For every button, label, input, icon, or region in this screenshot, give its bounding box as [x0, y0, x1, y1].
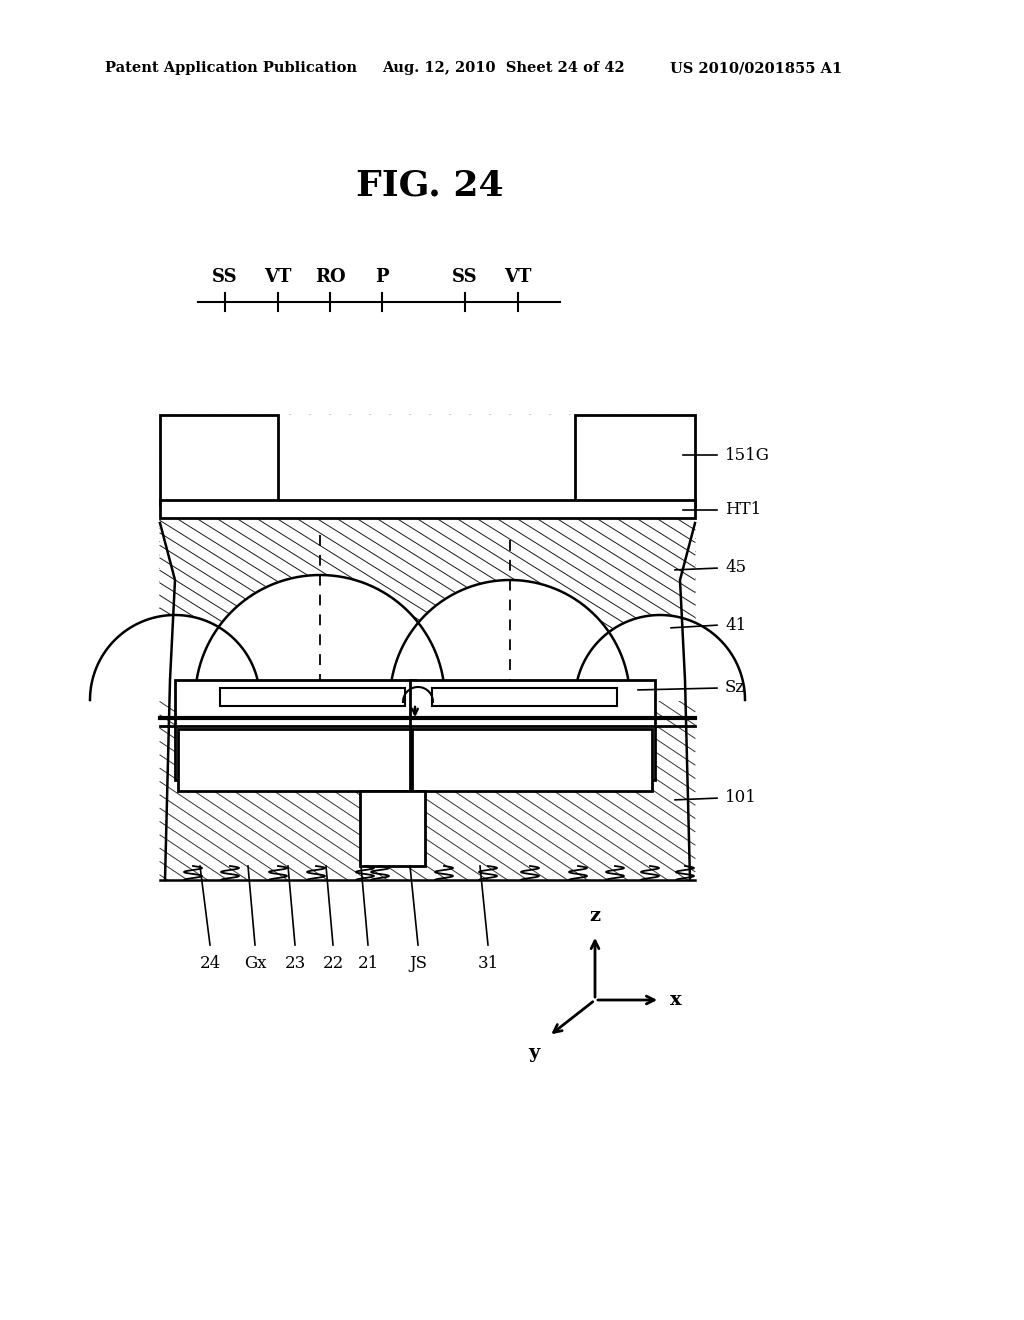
- Text: y: y: [528, 1044, 540, 1063]
- Bar: [220, 688, 406, 706]
- Bar: [412, 729, 652, 791]
- Text: 22: 22: [323, 954, 344, 972]
- Bar: [410, 680, 655, 780]
- Bar: [160, 414, 695, 880]
- Bar: [412, 729, 652, 791]
- Text: P: P: [375, 268, 389, 286]
- Polygon shape: [390, 579, 630, 700]
- Bar: [499, 700, 521, 719]
- Bar: [432, 688, 617, 706]
- Bar: [160, 500, 695, 517]
- Bar: [160, 414, 278, 506]
- Text: 24: 24: [200, 954, 220, 972]
- Bar: [220, 688, 406, 706]
- Bar: [160, 517, 695, 700]
- Text: x: x: [670, 991, 682, 1008]
- Text: 21: 21: [357, 954, 379, 972]
- Text: FIG. 24: FIG. 24: [356, 168, 504, 202]
- Bar: [432, 688, 617, 706]
- Bar: [575, 414, 695, 506]
- Text: Gx: Gx: [244, 954, 266, 972]
- Bar: [178, 729, 410, 791]
- Bar: [160, 500, 695, 517]
- Polygon shape: [575, 615, 745, 700]
- Text: VT: VT: [504, 268, 531, 286]
- Bar: [360, 791, 425, 866]
- Text: 45: 45: [725, 560, 746, 577]
- Text: RO: RO: [314, 268, 345, 286]
- Text: Sz: Sz: [725, 680, 745, 697]
- Bar: [178, 729, 410, 791]
- Bar: [160, 414, 278, 506]
- Text: 41: 41: [725, 616, 746, 634]
- Text: VT: VT: [264, 268, 292, 286]
- Bar: [575, 414, 695, 506]
- Bar: [278, 414, 575, 500]
- Text: US 2010/0201855 A1: US 2010/0201855 A1: [670, 61, 843, 75]
- Text: 23: 23: [285, 954, 305, 972]
- Bar: [309, 700, 331, 719]
- Bar: [175, 680, 415, 780]
- Polygon shape: [195, 576, 445, 700]
- Text: SS: SS: [212, 268, 238, 286]
- Polygon shape: [90, 615, 260, 700]
- Text: 31: 31: [477, 954, 499, 972]
- Text: z: z: [590, 907, 600, 925]
- Text: HT1: HT1: [725, 502, 761, 519]
- Text: Patent Application Publication: Patent Application Publication: [105, 61, 357, 75]
- Text: SS: SS: [453, 268, 478, 286]
- Text: 151G: 151G: [725, 446, 770, 463]
- Text: JS: JS: [409, 954, 427, 972]
- Text: 101: 101: [725, 789, 757, 807]
- Text: Aug. 12, 2010  Sheet 24 of 42: Aug. 12, 2010 Sheet 24 of 42: [382, 61, 625, 75]
- Bar: [360, 791, 425, 866]
